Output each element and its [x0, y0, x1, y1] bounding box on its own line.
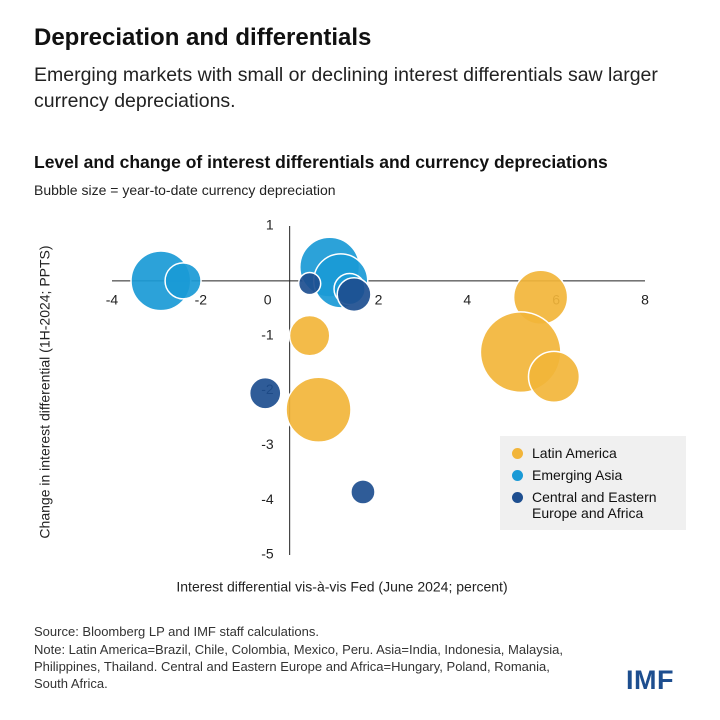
x-tick-label: 2: [375, 292, 383, 308]
legend: Latin America Emerging Asia Central and Ea…: [500, 436, 686, 530]
subtitle: Emerging markets with small or declining…: [34, 64, 658, 112]
x-tick-label: 8: [641, 292, 649, 308]
legend-swatch: [512, 470, 523, 481]
bubble: [164, 262, 202, 300]
legend-label: Central and Eastern Europe and Africa: [532, 489, 657, 521]
source: Source: Bloomberg LP and IMF staff calcu…: [34, 624, 319, 639]
bubble: [336, 276, 372, 313]
x-tick-label: 0: [264, 292, 272, 308]
x-tick-label: -4: [106, 292, 119, 308]
legend-label: Emerging Asia: [532, 467, 623, 483]
bubble: [285, 376, 352, 443]
bubble: [527, 350, 581, 403]
legend-label: Latin America: [532, 445, 617, 461]
x-axis-label: Interest differential vis-à-vis Fed (Jun…: [176, 579, 507, 595]
chart: Interest differential vis-à-vis Fed (Jun…: [37, 217, 649, 595]
y-tick-label: -1: [261, 326, 274, 342]
bubble: [248, 376, 282, 410]
x-tick-label: 4: [463, 292, 471, 308]
bubble: [350, 479, 376, 505]
bubble: [297, 271, 322, 296]
y-tick-label: -4: [261, 491, 274, 507]
legend-swatch: [512, 492, 523, 503]
legend-item: Latin America: [500, 442, 686, 464]
bubble: [288, 314, 331, 357]
y-tick-label: -5: [261, 546, 274, 562]
legend-item: Emerging Asia: [500, 464, 686, 486]
y-tick-label: 1: [266, 217, 274, 233]
y-axis-label: Change in interest differential (1H-2024…: [37, 245, 53, 538]
legend-swatch: [512, 448, 523, 459]
legend-item: Central and Eastern Europe and Africa: [500, 486, 686, 524]
size-note: Bubble size = year-to-date currency depr…: [34, 182, 336, 198]
y-tick-label: -3: [261, 436, 274, 452]
logo: IMF: [626, 665, 674, 695]
x-tick-label: -2: [195, 292, 208, 308]
chart-title: Level and change of interest differentia…: [34, 152, 608, 172]
note: Note: Latin America=Brazil, Chile, Colom…: [34, 642, 563, 691]
title: Depreciation and differentials: [34, 24, 372, 51]
